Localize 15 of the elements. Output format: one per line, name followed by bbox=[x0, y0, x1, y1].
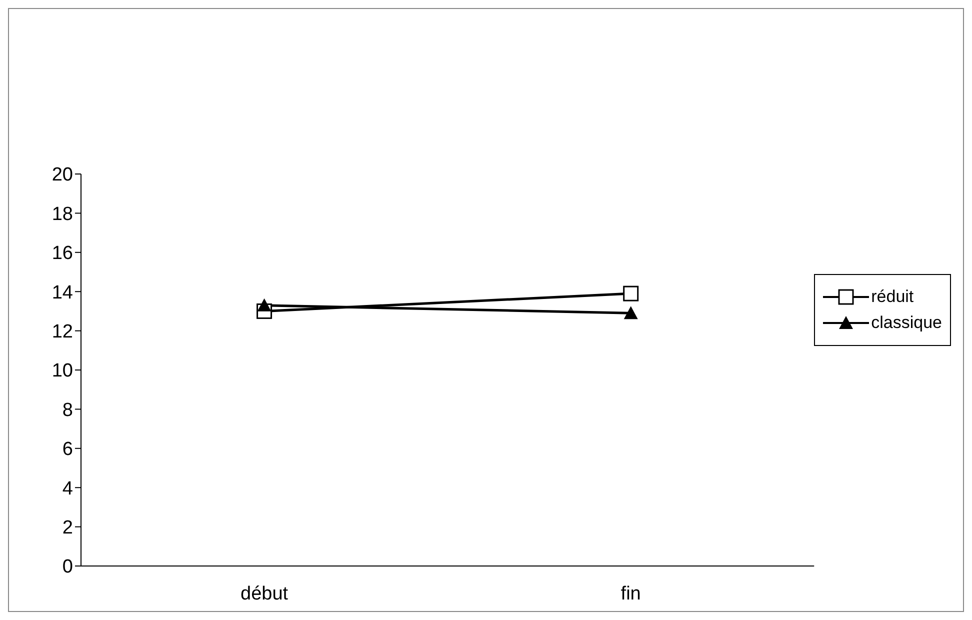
y-tick-label: 12 bbox=[52, 322, 73, 343]
y-tick-label: 14 bbox=[52, 282, 74, 304]
y-tick-label: 10 bbox=[52, 360, 73, 382]
y-tick-label: 4 bbox=[62, 478, 74, 500]
x-tick-label: début bbox=[240, 583, 289, 604]
y-tick-label: 20 bbox=[52, 164, 73, 186]
y-tick-label: 6 bbox=[62, 439, 73, 460]
legend-label: classique bbox=[871, 313, 942, 333]
y-tick-label: 18 bbox=[52, 204, 73, 225]
x-tick-label: fin bbox=[620, 583, 641, 604]
y-tick-label: 16 bbox=[52, 243, 73, 264]
y-tick-label: 0 bbox=[62, 556, 73, 578]
y-tick-label: 8 bbox=[62, 400, 73, 421]
y-tick-label: 2 bbox=[62, 518, 73, 539]
legend-label: réduit bbox=[871, 287, 914, 307]
